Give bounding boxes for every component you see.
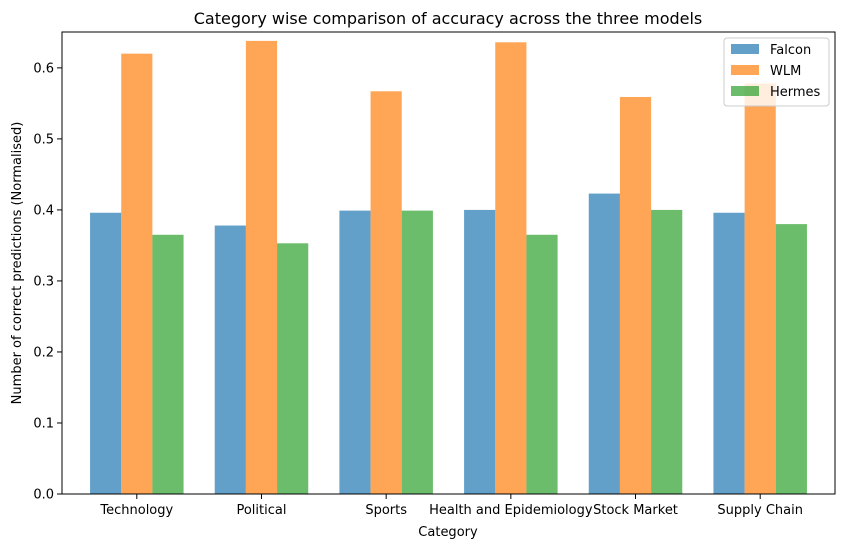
y-tick-label: 0.4: [33, 203, 54, 218]
legend-swatch-falcon: [731, 44, 759, 54]
y-tick-label: 0.0: [33, 488, 54, 503]
bar-falcon-2: [214, 225, 246, 494]
bar-wlm-6: [744, 83, 776, 495]
y-axis: 0.0 0.1 0.2 0.3 0.4 0.5 0.6: [33, 61, 62, 503]
y-tick-label: 0.6: [33, 61, 54, 76]
bars-group: [90, 40, 807, 495]
legend-label-hermes: Hermes: [770, 85, 821, 100]
x-tick-label: Health and Epidemiology: [429, 503, 593, 518]
y-axis-label: Number of correct predictions (Normalise…: [10, 122, 25, 405]
bar-falcon-6: [713, 212, 745, 495]
bar-hermes-6: [775, 224, 807, 494]
bar-hermes-5: [651, 209, 683, 495]
bar-wlm-3: [370, 91, 402, 494]
x-tick-label: Technology: [99, 503, 173, 518]
bar-falcon-3: [339, 210, 371, 494]
bar-hermes-1: [152, 234, 184, 494]
y-tick-label: 0.5: [33, 132, 54, 147]
chart-title: Category wise comparison of accuracy acr…: [194, 9, 703, 28]
bar-wlm-4: [495, 42, 527, 495]
legend-label-falcon: Falcon: [770, 43, 811, 58]
legend-swatch-wlm: [731, 65, 759, 75]
bar-hermes-4: [526, 234, 558, 494]
x-tick-label: Political: [236, 503, 286, 518]
y-tick-label: 0.1: [33, 416, 54, 431]
bar-falcon-1: [90, 212, 122, 495]
x-tick-label: Sports: [365, 503, 407, 518]
bar-hermes-3: [401, 210, 433, 494]
x-tick-label: Supply Chain: [717, 503, 803, 518]
bar-wlm-5: [619, 96, 652, 494]
bar-falcon-5: [588, 193, 620, 494]
x-tick-label: Stock Market: [593, 503, 678, 518]
plot-area-frame: [61, 31, 836, 495]
legend: Falcon WLM Hermes: [723, 37, 830, 107]
y-tick-label: 0.3: [33, 274, 54, 289]
bar-falcon-4: [464, 209, 496, 495]
x-axis-label: Category: [418, 525, 478, 540]
y-tick-label: 0.2: [33, 345, 54, 360]
bar-hermes-2: [277, 243, 309, 494]
bar-wlm-1: [121, 53, 153, 494]
legend-swatch-hermes: [731, 86, 759, 96]
x-axis: Technology Political Sports Health and Epid…: [99, 494, 803, 518]
bar-wlm-2: [245, 40, 278, 495]
legend-label-wlm: WLM: [770, 64, 801, 79]
